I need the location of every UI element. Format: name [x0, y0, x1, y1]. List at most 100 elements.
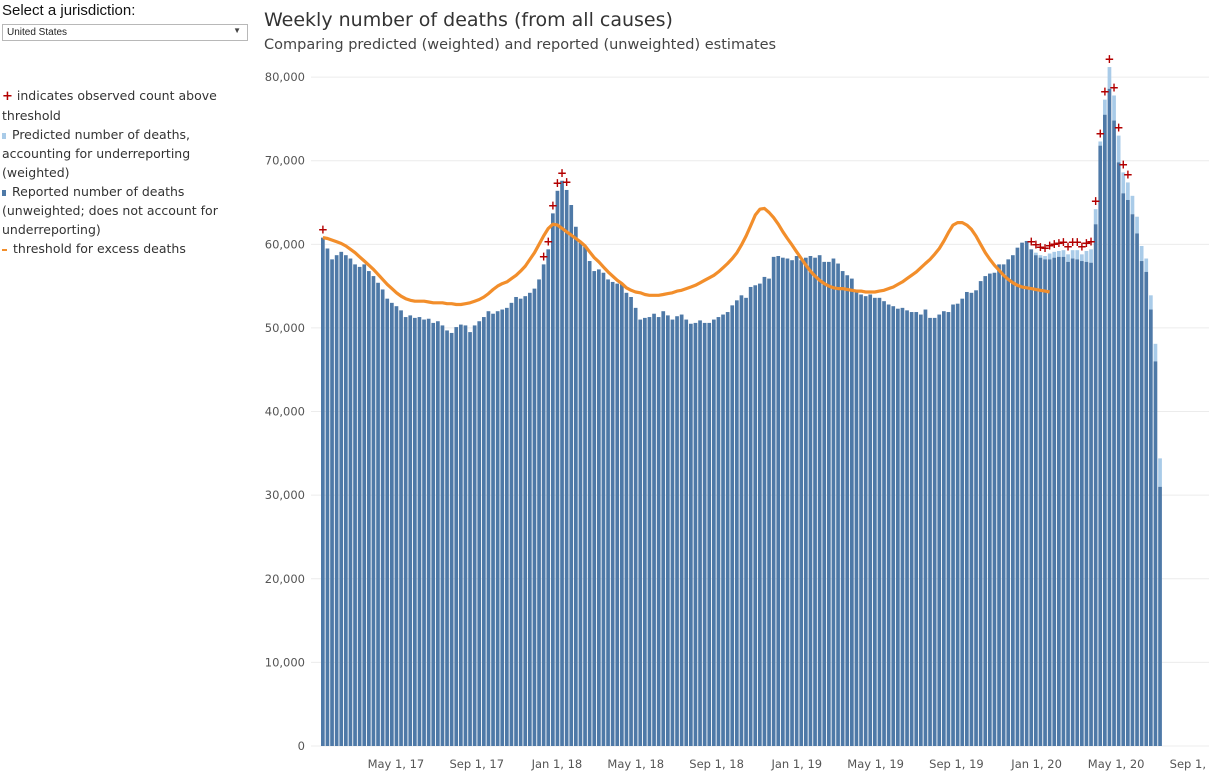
reported-bar [408, 315, 413, 746]
legend-label: threshold for excess deaths [13, 241, 186, 256]
plus-marker-icon: + [2, 89, 13, 104]
above-threshold-marker: + [1049, 237, 1059, 251]
reported-bar [656, 317, 661, 746]
predicted-bar [1052, 251, 1057, 258]
y-tick-label: 0 [298, 739, 305, 753]
reported-bar [459, 324, 463, 746]
above-threshold-marker: + [543, 234, 553, 248]
predicted-bar [1153, 343, 1158, 362]
above-threshold-marker: + [552, 176, 562, 190]
x-tick-label: Jan 1, 18 [531, 757, 583, 771]
reported-bar [601, 272, 606, 746]
reported-bar [790, 260, 794, 746]
predicted-bar [1121, 172, 1126, 194]
reported-bar [896, 308, 900, 746]
reported-bar [528, 292, 532, 746]
predicted-bar [1057, 251, 1061, 257]
reported-bar [546, 249, 551, 746]
reported-bar [344, 255, 348, 746]
reported-bar [684, 319, 689, 746]
reported-bar [854, 289, 859, 746]
reported-bar [376, 282, 380, 746]
reported-bar [702, 322, 707, 746]
reported-bar [721, 314, 725, 746]
reported-bar [620, 283, 624, 746]
reported-bar [679, 314, 684, 746]
reported-bar [923, 309, 928, 746]
reported-bar [564, 189, 569, 746]
reported-bar [951, 304, 955, 746]
reported-bar [367, 271, 371, 746]
reported-bar [666, 315, 670, 746]
reported-bar [399, 310, 403, 746]
reported-bar [817, 255, 822, 746]
above-threshold-marker: + [1068, 235, 1078, 249]
reported-bar [1130, 214, 1135, 747]
reported-bar [960, 298, 965, 746]
y-tick-label: 20,000 [265, 572, 305, 586]
reported-bar [454, 327, 459, 746]
jurisdiction-value: United States [7, 27, 68, 38]
jurisdiction-dropdown[interactable]: United States ▼ [2, 24, 248, 41]
above-threshold-marker: + [557, 166, 567, 180]
reported-bar [969, 292, 974, 746]
reported-bar [698, 320, 702, 746]
chart-title: Weekly number of deaths (from all causes… [264, 9, 673, 31]
x-tick-label: May 1, 20 [1088, 757, 1145, 771]
predicted-bar [1158, 458, 1162, 487]
reported-bar [560, 180, 564, 747]
reported-bar [1001, 264, 1006, 746]
reported-bar [486, 311, 491, 746]
reported-bar [753, 285, 758, 746]
reported-bar [905, 310, 909, 746]
reported-bar [1126, 199, 1130, 747]
reported-bar [794, 256, 799, 746]
above-threshold-marker: + [1100, 85, 1110, 99]
reported-bar [532, 288, 537, 746]
reported-bar [1029, 249, 1034, 746]
reported-bar [495, 311, 500, 746]
above-threshold-marker: + [1040, 241, 1050, 255]
predicted-bar [1075, 250, 1080, 260]
reported-bar [357, 266, 362, 746]
reported-bar [592, 271, 597, 746]
predicted-bar [1144, 258, 1149, 272]
above-threshold-marker: + [1095, 126, 1105, 140]
reported-bar [1011, 255, 1015, 746]
reported-bar [500, 309, 505, 746]
reported-bar [758, 283, 762, 746]
reported-bar [505, 307, 509, 746]
reported-bar [615, 283, 620, 746]
chevron-down-icon[interactable]: ▼ [233, 26, 241, 35]
legend-item-predicted: Predicted number of deaths, accounting f… [2, 125, 220, 182]
reported-bar [739, 295, 744, 746]
reported-bar [1158, 486, 1162, 746]
reported-bar [1052, 257, 1057, 746]
above-threshold-marker: + [1031, 238, 1041, 252]
predicted-bar [1112, 95, 1116, 121]
predicted-bar [1047, 253, 1052, 260]
chart-subtitle: Comparing predicted (weighted) and repor… [264, 37, 777, 53]
reported-bar [675, 316, 679, 746]
reported-bar [523, 296, 528, 746]
reported-bar [707, 322, 712, 746]
reported-bar [1121, 193, 1126, 746]
reported-bar [394, 306, 399, 746]
above-threshold-marker: + [539, 249, 549, 263]
reported-bar [348, 258, 353, 746]
reported-bar [569, 205, 574, 746]
above-threshold-marker: + [1109, 80, 1119, 94]
predicted-bar [1130, 195, 1135, 215]
reported-bar [914, 312, 919, 746]
reported-bar [1038, 257, 1043, 746]
reported-bar [762, 276, 767, 746]
legend-item-reported: Reported number of deaths (unweighted; d… [2, 182, 220, 239]
legend-label: Predicted number of deaths, accounting f… [2, 127, 191, 180]
reported-swatch-icon [2, 189, 6, 196]
reported-bar [781, 257, 785, 746]
predicted-bar [1116, 135, 1121, 163]
above-threshold-marker: + [1035, 240, 1045, 254]
reported-bar [449, 332, 454, 746]
reported-bar [725, 312, 730, 746]
